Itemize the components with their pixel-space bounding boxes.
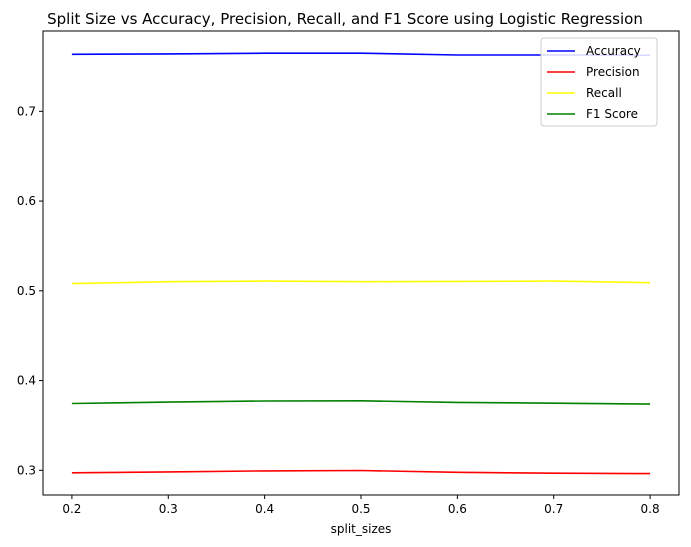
y-tick-label: 0.7	[17, 104, 36, 118]
legend-box	[540, 37, 658, 127]
x-tick-label: 0.4	[255, 502, 274, 516]
x-tick-label: 0.8	[641, 502, 660, 516]
legend-label-precision: Precision	[586, 65, 640, 79]
chart-title: Split Size vs Accuracy, Precision, Recal…	[47, 10, 643, 28]
x-tick-label: 0.3	[159, 502, 178, 516]
y-tick-label: 0.3	[17, 463, 36, 477]
y-tick-label: 0.6	[17, 194, 36, 208]
x-tick-label: 0.6	[448, 502, 467, 516]
x-tick-label: 0.7	[544, 502, 563, 516]
y-tick-label: 0.4	[17, 374, 36, 388]
y-tick-label: 0.5	[17, 284, 36, 298]
x-axis-ticks: 0.2 0.3 0.4 0.5 0.6 0.7 0.8	[62, 495, 660, 516]
series-line-precision	[71, 469, 651, 475]
legend: Accuracy Precision Recall F1 Score	[540, 37, 658, 127]
series-line-recall	[71, 280, 651, 285]
legend-label-accuracy: Accuracy	[586, 44, 641, 58]
y-axis-ticks: 0.3 0.4 0.5 0.6 0.7	[17, 104, 43, 477]
legend-label-recall: Recall	[586, 86, 622, 100]
x-tick-label: 0.2	[62, 502, 81, 516]
series-line-f1-score	[71, 399, 651, 405]
legend-label-f1-score: F1 Score	[586, 107, 638, 121]
x-tick-label: 0.5	[351, 502, 370, 516]
x-axis-label: split_sizes	[331, 522, 392, 536]
